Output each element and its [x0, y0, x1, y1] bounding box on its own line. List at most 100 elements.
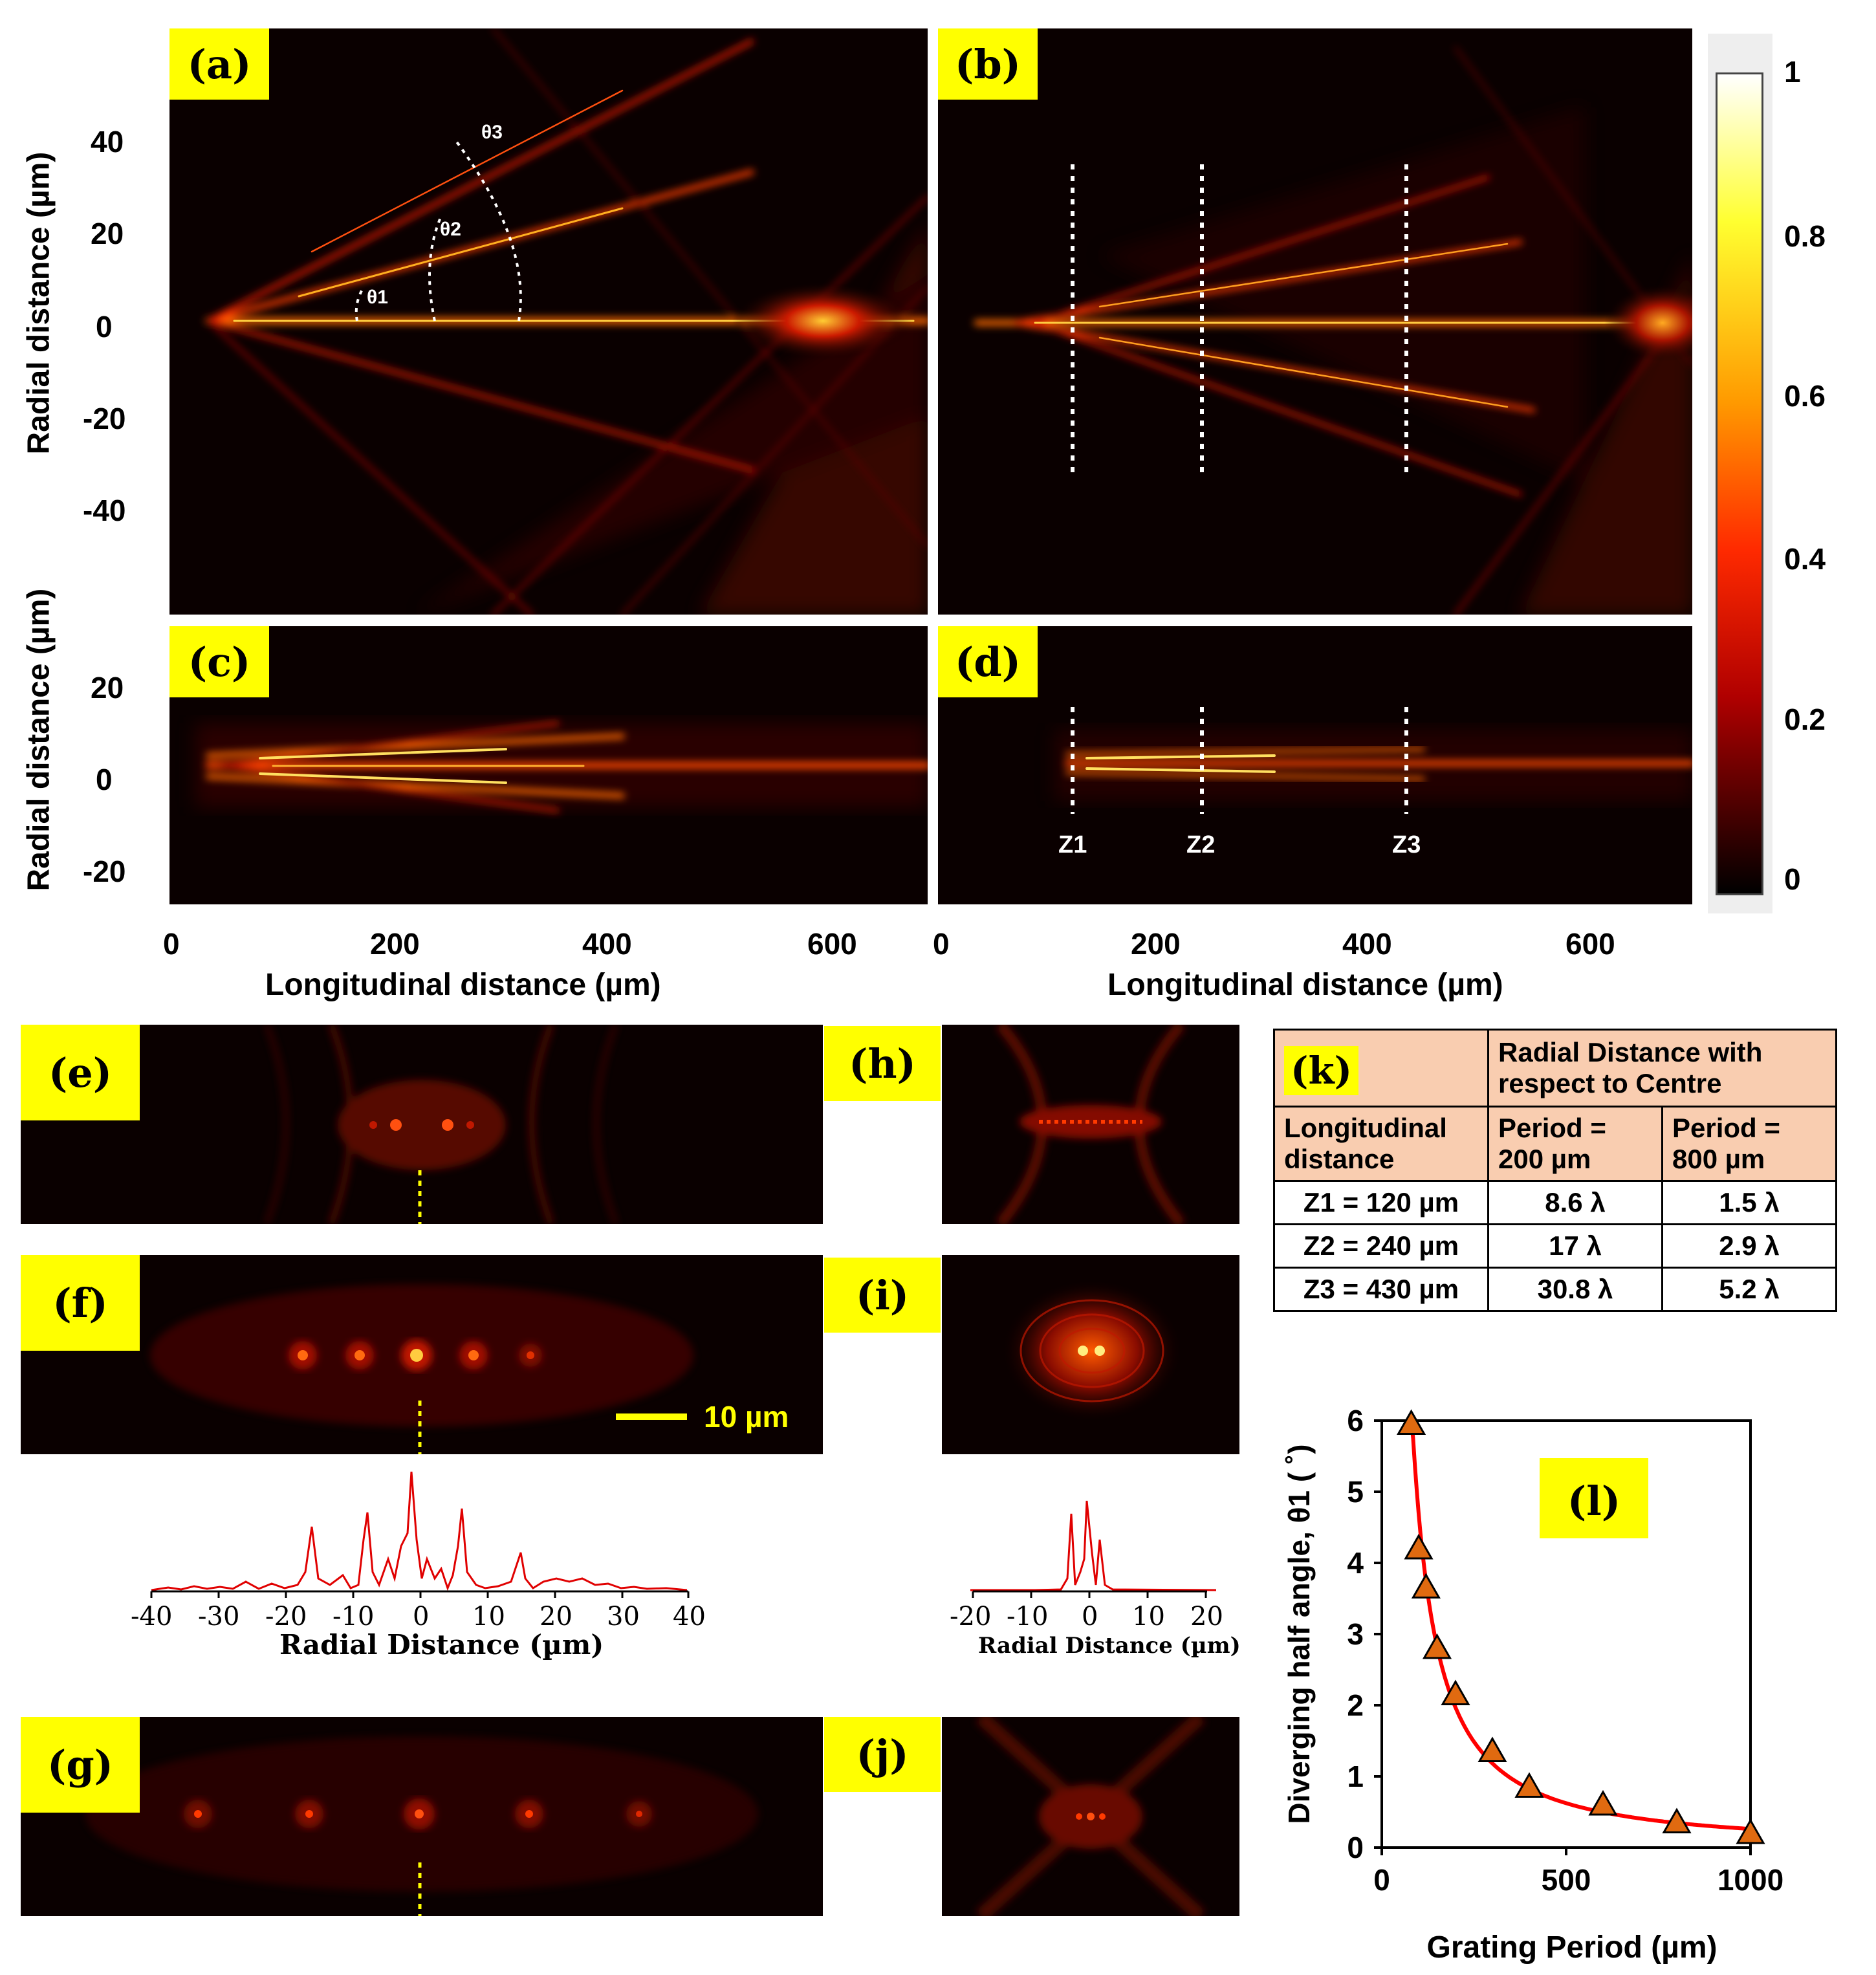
- panel-b-image: [974, 47, 1692, 615]
- table-row: Z1 = 120 µm 8.6 λ 1.5 λ: [1273, 1180, 1838, 1225]
- scale-bar-label: 10 µm: [704, 1400, 789, 1434]
- panel-j-tag: (j): [824, 1717, 941, 1792]
- table-cell-z: Z3 = 430 µm: [1273, 1267, 1489, 1312]
- chart-l-ytick-label: 1: [1347, 1760, 1364, 1793]
- panel-d: Z1 Z2 Z3: [938, 626, 1692, 904]
- table-row: Z2 = 240 µm 17 λ 2.9 λ: [1273, 1223, 1838, 1269]
- panel-d-image: Z1 Z2 Z3: [1054, 707, 1692, 858]
- panel-f-tag: (f): [21, 1255, 140, 1351]
- panel-c-image: [195, 721, 928, 813]
- table-cell-p2: 2.9 λ: [1661, 1223, 1838, 1269]
- xtick-left-400: 400: [582, 927, 632, 961]
- xtick-right-200: 200: [1131, 927, 1181, 961]
- ytick-ab-40: 40: [91, 125, 124, 158]
- pi-tick-m20: -20: [950, 1602, 992, 1631]
- theta1-label: θ1: [367, 287, 388, 308]
- table-cell-p1: 8.6 λ: [1487, 1180, 1663, 1225]
- table-cell-p2: 1.5 λ: [1661, 1180, 1838, 1225]
- panel-e-image: [264, 1025, 618, 1224]
- panel-i-tag: (i): [824, 1258, 941, 1333]
- data-point: [1397, 1409, 1426, 1435]
- ytick-ab-0: 0: [96, 310, 113, 344]
- panel-e-tag: (e): [21, 1025, 140, 1120]
- table-col-period-800: Period = 800 µm: [1661, 1106, 1838, 1182]
- panel-j-image: [976, 1717, 1206, 1916]
- data-point: [1662, 1807, 1692, 1833]
- table-cell-z: Z1 = 120 µm: [1273, 1180, 1489, 1225]
- panel-a: θ1 θ2 θ3: [169, 28, 928, 615]
- pi-tick-0: 0: [1082, 1602, 1098, 1631]
- panel-j: [942, 1717, 1239, 1916]
- panel-l-tag-bg: [1540, 1458, 1648, 1538]
- pi-tick-10: 10: [1132, 1602, 1165, 1631]
- panel-g: [21, 1717, 823, 1916]
- ytick-ab-20: 20: [91, 217, 124, 250]
- pf-tick-m10: -10: [333, 1602, 375, 1631]
- ytick-cd-0: 0: [96, 763, 113, 796]
- panel-c-tag: (c): [169, 626, 269, 697]
- chart-l-ytick-label: 0: [1347, 1831, 1364, 1864]
- z1-label: Z1: [1058, 831, 1087, 858]
- ylabel-cd: Radial distance (µm): [21, 588, 56, 891]
- profile-i-plot: [970, 1500, 1216, 1598]
- panel-h-image: [996, 1025, 1186, 1224]
- panel-a-tag: (a): [169, 28, 269, 100]
- pf-tick-m20: -20: [265, 1602, 307, 1631]
- colorbar-tick-0.4: 0.4: [1784, 542, 1826, 576]
- ylabel-ab: Radial distance (µm): [21, 151, 56, 455]
- panel-d-tag: (d): [938, 626, 1038, 697]
- table-header-group: Radial Distance with respect to Centre: [1487, 1029, 1837, 1108]
- panel-a-image: θ1 θ2 θ3: [205, 28, 928, 615]
- chart-l-xtick-label: 0: [1373, 1863, 1390, 1897]
- xtick-right-0: 0: [933, 927, 950, 961]
- table-tag: (k): [1284, 1046, 1359, 1095]
- chart-l-xtick-label: 1000: [1718, 1863, 1783, 1897]
- panel-b-tag: (b): [938, 28, 1038, 100]
- table-cell-z: Z2 = 240 µm: [1273, 1223, 1489, 1269]
- panel-i: [942, 1255, 1239, 1454]
- ytick-ab-m40: -40: [83, 494, 126, 527]
- table-cell-p1: 30.8 λ: [1487, 1267, 1663, 1312]
- data-point: [1441, 1679, 1470, 1705]
- ytick-ab-m20: -20: [83, 402, 126, 435]
- data-point: [1588, 1789, 1618, 1816]
- panel-f: 10 µm: [21, 1255, 823, 1454]
- xtick-left-0: 0: [163, 927, 180, 961]
- panel-l-tag: (l): [1567, 1478, 1620, 1525]
- results-table: (k) Radial Distance with respect to Cent…: [1273, 1029, 1838, 1312]
- xtick-right-600: 600: [1565, 927, 1615, 961]
- pf-tick-40: 40: [673, 1602, 706, 1631]
- pf-tick-10: 10: [472, 1602, 505, 1631]
- panel-e: [21, 1025, 823, 1224]
- panel-h: [942, 1025, 1239, 1224]
- pi-tick-20: 20: [1190, 1602, 1223, 1631]
- data-point: [1736, 1818, 1765, 1844]
- colorbar: [1716, 72, 1763, 895]
- pf-tick-m30: -30: [198, 1602, 240, 1631]
- pf-tick-m40: -40: [131, 1602, 173, 1631]
- ytick-cd-m20: -20: [83, 855, 126, 888]
- z3-label: Z3: [1392, 831, 1421, 858]
- xlabel-right: Longitudinal distance (µm): [1107, 968, 1503, 1002]
- table-row: Z3 = 430 µm 30.8 λ 5.2 λ: [1273, 1267, 1838, 1312]
- panel-i-image: [1001, 1280, 1183, 1422]
- xtick-right-400: 400: [1342, 927, 1392, 961]
- panel-c: [169, 626, 928, 904]
- xtick-left-200: 200: [370, 927, 420, 961]
- data-point: [1422, 1633, 1452, 1659]
- pf-tick-30: 30: [607, 1602, 640, 1631]
- chart-l: 0 1 2 3 4 5 6 0 500 1000 (l) Grating Period (µm)…: [1282, 1404, 1783, 1965]
- data-point: [1404, 1533, 1434, 1560]
- xlabel-left: Longitudinal distance (µm): [265, 968, 661, 1002]
- z2-label: Z2: [1186, 831, 1215, 858]
- table-col-longitudinal: Longitudinal distance: [1273, 1106, 1489, 1182]
- colorbar-tick-0.2: 0.2: [1784, 703, 1826, 736]
- pf-xlabel: Radial Distance (µm): [279, 1629, 604, 1661]
- colorbar-tick-0.8: 0.8: [1784, 219, 1826, 253]
- xtick-left-600: 600: [807, 927, 857, 961]
- chart-l-ytick-label: 4: [1347, 1546, 1364, 1580]
- pf-tick-20: 20: [540, 1602, 573, 1631]
- fit-line: [1409, 1420, 1751, 1831]
- colorbar-tick-0: 0: [1784, 862, 1801, 896]
- colorbar-tick-0.6: 0.6: [1784, 379, 1826, 413]
